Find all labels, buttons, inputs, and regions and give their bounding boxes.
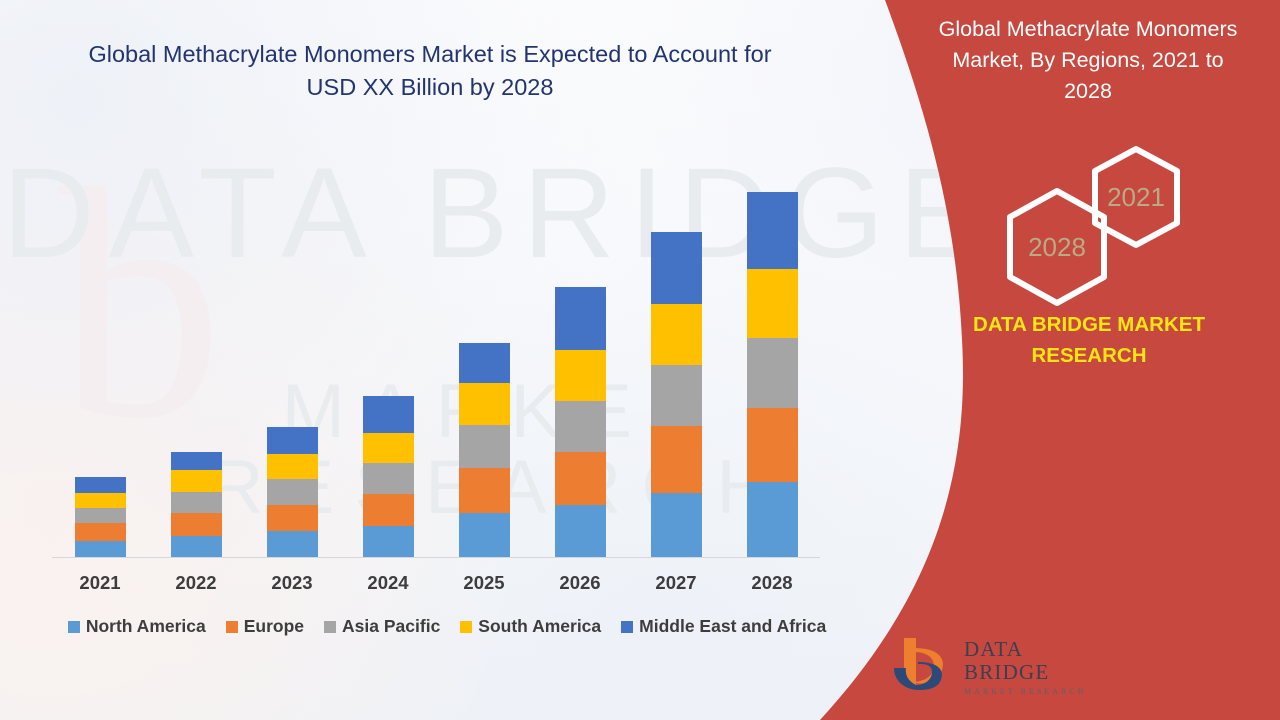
- bar-segment[interactable]: [74, 477, 126, 493]
- bar-segment[interactable]: [362, 526, 414, 558]
- bar-segment[interactable]: [746, 408, 798, 482]
- brand-line-2: RESEARCH: [1031, 343, 1147, 367]
- brand-line-1: DATA BRIDGE MARKET: [973, 313, 1205, 336]
- x-axis-label-2023: 2023: [271, 572, 313, 593]
- bar-segment[interactable]: [554, 400, 606, 452]
- x-axis-label-2026: 2026: [559, 572, 601, 593]
- bar-segment[interactable]: [74, 508, 126, 524]
- bar-segment[interactable]: [362, 432, 414, 464]
- bar-segment[interactable]: [746, 191, 798, 270]
- hexagon-2028-label: 2028: [1028, 231, 1086, 262]
- bar-segment[interactable]: [650, 231, 702, 305]
- bar-segment[interactable]: [554, 349, 606, 401]
- legend-label: Europe: [243, 616, 305, 636]
- chart-title: Global Methacrylate Monomers Market is E…: [88, 41, 772, 101]
- legend-item[interactable]: South America: [460, 616, 601, 637]
- bar-segment[interactable]: [170, 535, 222, 558]
- bar-2024[interactable]: [362, 395, 414, 558]
- bar-segment[interactable]: [266, 427, 318, 454]
- legend-item[interactable]: Europe: [225, 616, 305, 637]
- bar-segment[interactable]: [554, 286, 606, 350]
- bar-2028[interactable]: [746, 191, 798, 558]
- bar-segment[interactable]: [746, 337, 798, 409]
- bar-segment[interactable]: [746, 481, 798, 558]
- bar-segment[interactable]: [266, 504, 318, 532]
- bar-segment[interactable]: [170, 513, 222, 536]
- x-axis-label-2024: 2024: [367, 572, 409, 593]
- bar-segment[interactable]: [266, 531, 318, 558]
- bar-segment[interactable]: [458, 425, 510, 469]
- chart-legend: North America Europe Asia Pacific South Ame…: [52, 616, 842, 637]
- bar-segment[interactable]: [458, 342, 510, 383]
- bar-segment[interactable]: [458, 513, 510, 558]
- bar-segment[interactable]: [266, 479, 318, 505]
- logo-sub-text: MARKET RESEARCH: [964, 687, 1087, 697]
- chart-plot-area: [52, 150, 820, 558]
- brand-name: DATA BRIDGE MARKET RESEARCH: [810, 310, 1280, 372]
- hexagon-2021-label: 2021: [1107, 181, 1165, 212]
- bar-2026[interactable]: [554, 286, 606, 558]
- panel-title: Global Methacrylate Monomers Market, By …: [938, 17, 1238, 104]
- hexagon-2021: 2021: [1090, 145, 1182, 249]
- x-axis-label-2025: 2025: [463, 572, 505, 593]
- bar-2021[interactable]: [74, 477, 126, 558]
- data-bridge-logo-icon: [894, 638, 943, 690]
- legend-label: Middle East and Africa: [639, 616, 827, 636]
- hexagon-2028: 2028: [1004, 187, 1110, 307]
- bar-segment[interactable]: [746, 269, 798, 338]
- legend-label: North America: [85, 616, 206, 636]
- bar-segment[interactable]: [170, 491, 222, 514]
- legend-swatch-icon: [324, 620, 337, 633]
- bar-segment[interactable]: [458, 382, 510, 426]
- bar-2025[interactable]: [458, 342, 510, 558]
- legend-swatch-icon: [225, 620, 238, 633]
- x-axis-label-2028: 2028: [751, 572, 793, 593]
- x-axis-label-2027: 2027: [655, 572, 697, 593]
- x-axis-labels: 2021 2022 2023 2024 2025 2026 2027 2028: [52, 572, 820, 594]
- bar-2027[interactable]: [650, 231, 702, 558]
- x-axis-label-2022: 2022: [175, 572, 217, 593]
- legend-swatch-icon: [621, 620, 634, 633]
- hexagon-outline-icon: [1007, 188, 1107, 306]
- legend-item[interactable]: North America: [67, 616, 206, 637]
- bar-2022[interactable]: [170, 451, 222, 558]
- bar-segment[interactable]: [650, 304, 702, 366]
- bar-segment[interactable]: [362, 493, 414, 527]
- bar-segment[interactable]: [74, 523, 126, 541]
- logo-main-text: DATA BRIDGE: [964, 637, 1050, 685]
- hexagon-outline-icon: [1092, 146, 1180, 248]
- bar-segment[interactable]: [554, 504, 606, 558]
- bar-segment[interactable]: [266, 453, 318, 480]
- bar-segment[interactable]: [362, 463, 414, 494]
- bar-2023[interactable]: [266, 427, 318, 558]
- bar-segment[interactable]: [650, 365, 702, 427]
- bar-group: [52, 150, 820, 558]
- bar-segment[interactable]: [74, 492, 126, 509]
- bar-segment[interactable]: [554, 451, 606, 505]
- bar-segment[interactable]: [170, 451, 222, 471]
- legend-item[interactable]: Asia Pacific: [324, 616, 440, 637]
- bar-segment[interactable]: [170, 470, 222, 492]
- legend-swatch-icon: [67, 620, 80, 633]
- bar-segment[interactable]: [650, 492, 702, 558]
- bar-segment[interactable]: [74, 540, 126, 558]
- x-axis-line: [52, 557, 820, 558]
- legend-swatch-icon: [460, 620, 473, 633]
- x-axis-label-2021: 2021: [79, 572, 121, 593]
- legend-item[interactable]: Middle East and Africa: [621, 616, 826, 637]
- bar-segment[interactable]: [458, 468, 510, 514]
- bar-segment[interactable]: [362, 395, 414, 433]
- legend-label: South America: [478, 616, 602, 636]
- company-logo: DATA BRIDGE MARKET RESEARCH: [890, 632, 1100, 698]
- legend-label: Asia Pacific: [342, 616, 441, 636]
- hexagon-group: 2028 2021: [810, 145, 1280, 307]
- bar-segment[interactable]: [650, 426, 702, 493]
- logo-text: DATA BRIDGE MARKET RESEARCH: [964, 637, 1100, 697]
